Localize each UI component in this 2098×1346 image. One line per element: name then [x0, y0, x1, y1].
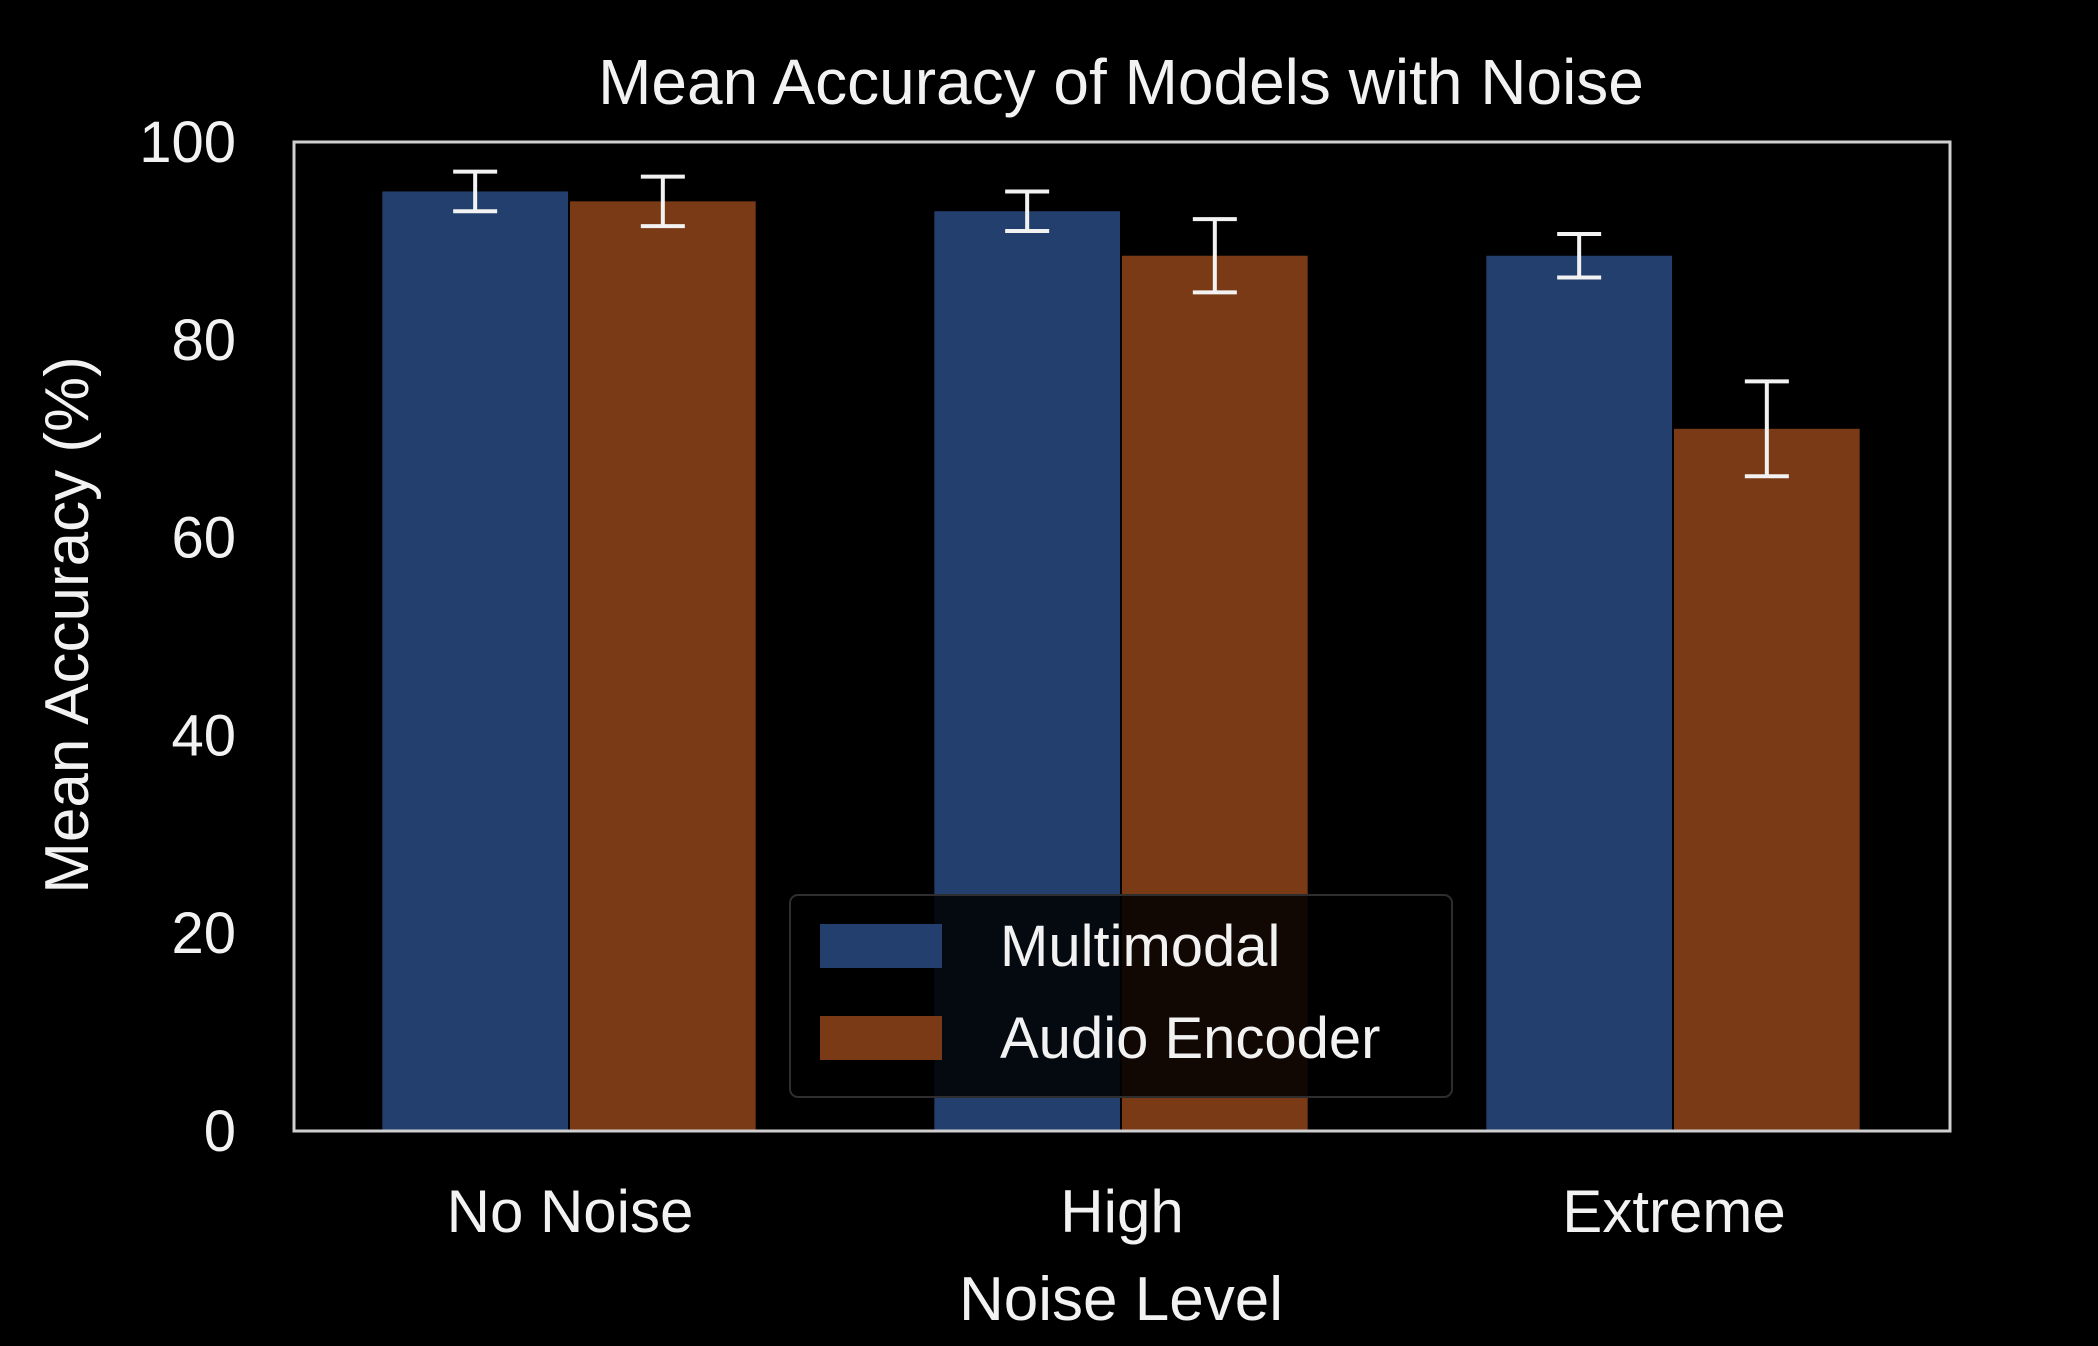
error-bar-multimodal-1	[1005, 189, 1050, 234]
chart-title: Mean Accuracy of Models with Noise	[598, 46, 1644, 118]
x-tick-label: High	[1060, 1178, 1183, 1245]
bars-layer	[382, 191, 1860, 1132]
y-tick-label: 60	[171, 506, 236, 571]
legend-frame	[789, 894, 1453, 1098]
plot-frame	[292, 140, 1952, 1133]
legend-swatch-multimodal	[820, 924, 942, 968]
error-bar-audio-encoder-0	[640, 174, 685, 229]
legend-label-multimodal: Multimodal	[1000, 914, 1280, 979]
error-bar-multimodal-0	[453, 169, 498, 214]
y-tick-label: 20	[171, 901, 236, 966]
bar-multimodal-2	[1486, 255, 1672, 1132]
bar-multimodal-0	[382, 191, 568, 1131]
y-axis-label: Mean Accuracy (%)	[33, 356, 102, 894]
y-tick-label: 40	[171, 703, 236, 768]
x-ticks-layer: No Noise High Extreme	[447, 1178, 1786, 1245]
x-tick-label: No Noise	[447, 1178, 694, 1245]
y-ticks-layer: 0 20 40 60 80 100	[139, 110, 236, 1164]
error-bar-multimodal-2	[1557, 231, 1602, 280]
bar-audio-encoder-2	[1674, 428, 1860, 1131]
error-bar-audio-encoder-1	[1192, 217, 1237, 295]
x-axis-label: Noise Level	[959, 1265, 1283, 1334]
y-tick-label: 100	[139, 110, 236, 175]
y-tick-label: 0	[204, 1099, 236, 1164]
x-tick-label: Extreme	[1562, 1178, 1785, 1245]
legend-label-audio-encoder: Audio Encoder	[1000, 1006, 1380, 1071]
legend-swatch-audio-encoder	[820, 1016, 942, 1060]
error-bars-layer	[453, 169, 1789, 479]
error-bar-audio-encoder-2	[1744, 379, 1789, 479]
legend: Multimodal Audio Encoder	[789, 894, 1453, 1098]
y-tick-label: 80	[171, 308, 236, 373]
bar-audio-encoder-0	[570, 201, 756, 1132]
